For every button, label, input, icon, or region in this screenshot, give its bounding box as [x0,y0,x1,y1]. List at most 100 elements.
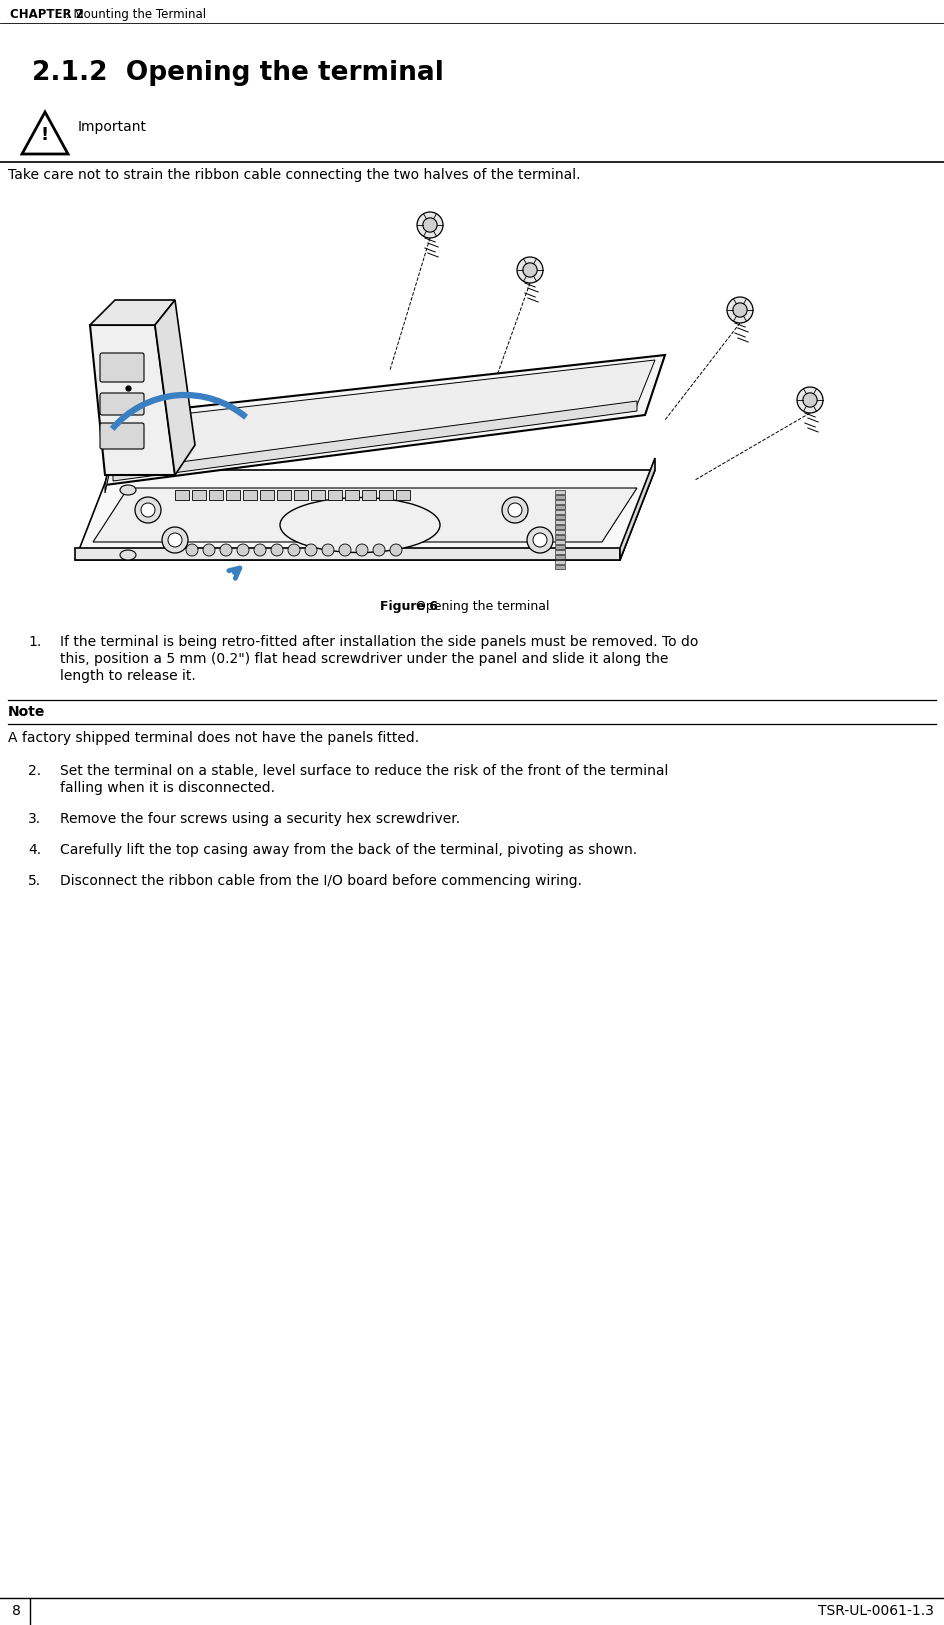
Text: Important: Important [78,120,147,133]
Polygon shape [105,414,120,492]
Polygon shape [294,491,308,500]
Polygon shape [555,535,565,540]
Text: this, position a 5 mm (0.2") flat head screwdriver under the panel and slide it : this, position a 5 mm (0.2") flat head s… [60,652,668,666]
Text: Set the terminal on a stable, level surface to reduce the risk of the front of t: Set the terminal on a stable, level surf… [60,764,668,778]
Circle shape [220,544,232,556]
Polygon shape [192,491,206,500]
FancyBboxPatch shape [100,353,144,382]
Polygon shape [311,491,325,500]
FancyBboxPatch shape [100,393,144,414]
Polygon shape [555,530,565,535]
Text: A factory shipped terminal does not have the panels fitted.: A factory shipped terminal does not have… [8,731,419,744]
Circle shape [168,533,182,548]
Circle shape [508,504,522,517]
Polygon shape [175,491,189,500]
Polygon shape [555,549,565,554]
Circle shape [533,533,547,548]
Polygon shape [555,544,565,549]
Polygon shape [75,470,655,561]
Circle shape [517,257,543,283]
Text: 2.1.2  Opening the terminal: 2.1.2 Opening the terminal [32,60,444,86]
Text: 1.: 1. [28,635,42,648]
Ellipse shape [120,484,136,496]
Text: 3.: 3. [28,812,42,826]
Text: 5.: 5. [28,874,42,887]
Polygon shape [379,491,393,500]
Text: Remove the four screws using a security hex screwdriver.: Remove the four screws using a security … [60,812,460,826]
Circle shape [322,544,334,556]
Circle shape [733,302,747,317]
Polygon shape [155,301,195,474]
Polygon shape [345,491,359,500]
Text: Opening the terminal: Opening the terminal [412,600,549,613]
Text: Take care not to strain the ribbon cable connecting the two halves of the termin: Take care not to strain the ribbon cable… [8,167,581,182]
Polygon shape [243,491,257,500]
Ellipse shape [280,497,440,552]
Circle shape [356,544,368,556]
Circle shape [523,263,537,278]
Circle shape [271,544,283,556]
Polygon shape [277,491,291,500]
Circle shape [186,544,198,556]
Circle shape [162,526,188,552]
Polygon shape [555,561,565,564]
Text: falling when it is disconnected.: falling when it is disconnected. [60,782,275,795]
Circle shape [237,544,249,556]
Circle shape [502,497,528,523]
Circle shape [527,526,553,552]
Text: 8: 8 [11,1604,21,1618]
Polygon shape [93,488,637,543]
Text: TSR-UL-0061-1.3: TSR-UL-0061-1.3 [818,1604,934,1618]
Polygon shape [260,491,274,500]
Circle shape [203,544,215,556]
Text: length to release it.: length to release it. [60,670,195,682]
Polygon shape [555,515,565,518]
Circle shape [802,393,818,408]
Polygon shape [620,458,655,561]
Polygon shape [555,505,565,509]
Polygon shape [555,525,565,530]
Polygon shape [555,500,565,504]
Polygon shape [396,491,410,500]
Polygon shape [90,325,175,474]
Polygon shape [75,548,620,561]
Circle shape [423,218,437,232]
Polygon shape [555,566,565,569]
Polygon shape [555,496,565,499]
Text: Disconnect the ribbon cable from the I/O board before commencing wiring.: Disconnect the ribbon cable from the I/O… [60,874,582,887]
Polygon shape [209,491,223,500]
Polygon shape [113,401,637,481]
Circle shape [373,544,385,556]
Text: If the terminal is being retro-fitted after installation the side panels must be: If the terminal is being retro-fitted af… [60,635,699,648]
Text: Carefully lift the top casing away from the back of the terminal, pivoting as sh: Carefully lift the top casing away from … [60,843,637,856]
Text: Note: Note [8,705,45,718]
Polygon shape [105,354,665,484]
Polygon shape [555,540,565,544]
Text: : Mounting the Terminal: : Mounting the Terminal [62,8,206,21]
Polygon shape [555,510,565,514]
Circle shape [417,211,443,237]
Polygon shape [22,112,68,154]
Polygon shape [362,491,376,500]
Polygon shape [328,491,342,500]
Text: 4.: 4. [28,843,42,856]
Circle shape [727,297,753,323]
Polygon shape [555,491,565,494]
Polygon shape [555,556,565,559]
Circle shape [305,544,317,556]
Text: 2.: 2. [28,764,42,778]
Circle shape [797,387,823,413]
Circle shape [288,544,300,556]
Circle shape [135,497,161,523]
Polygon shape [226,491,240,500]
FancyBboxPatch shape [100,422,144,448]
Polygon shape [555,520,565,523]
Circle shape [339,544,351,556]
Text: CHAPTER 2: CHAPTER 2 [10,8,84,21]
Text: !: ! [41,127,49,145]
Polygon shape [90,301,175,325]
Polygon shape [115,361,655,479]
Circle shape [254,544,266,556]
Circle shape [141,504,155,517]
Text: Figure 6: Figure 6 [380,600,438,613]
